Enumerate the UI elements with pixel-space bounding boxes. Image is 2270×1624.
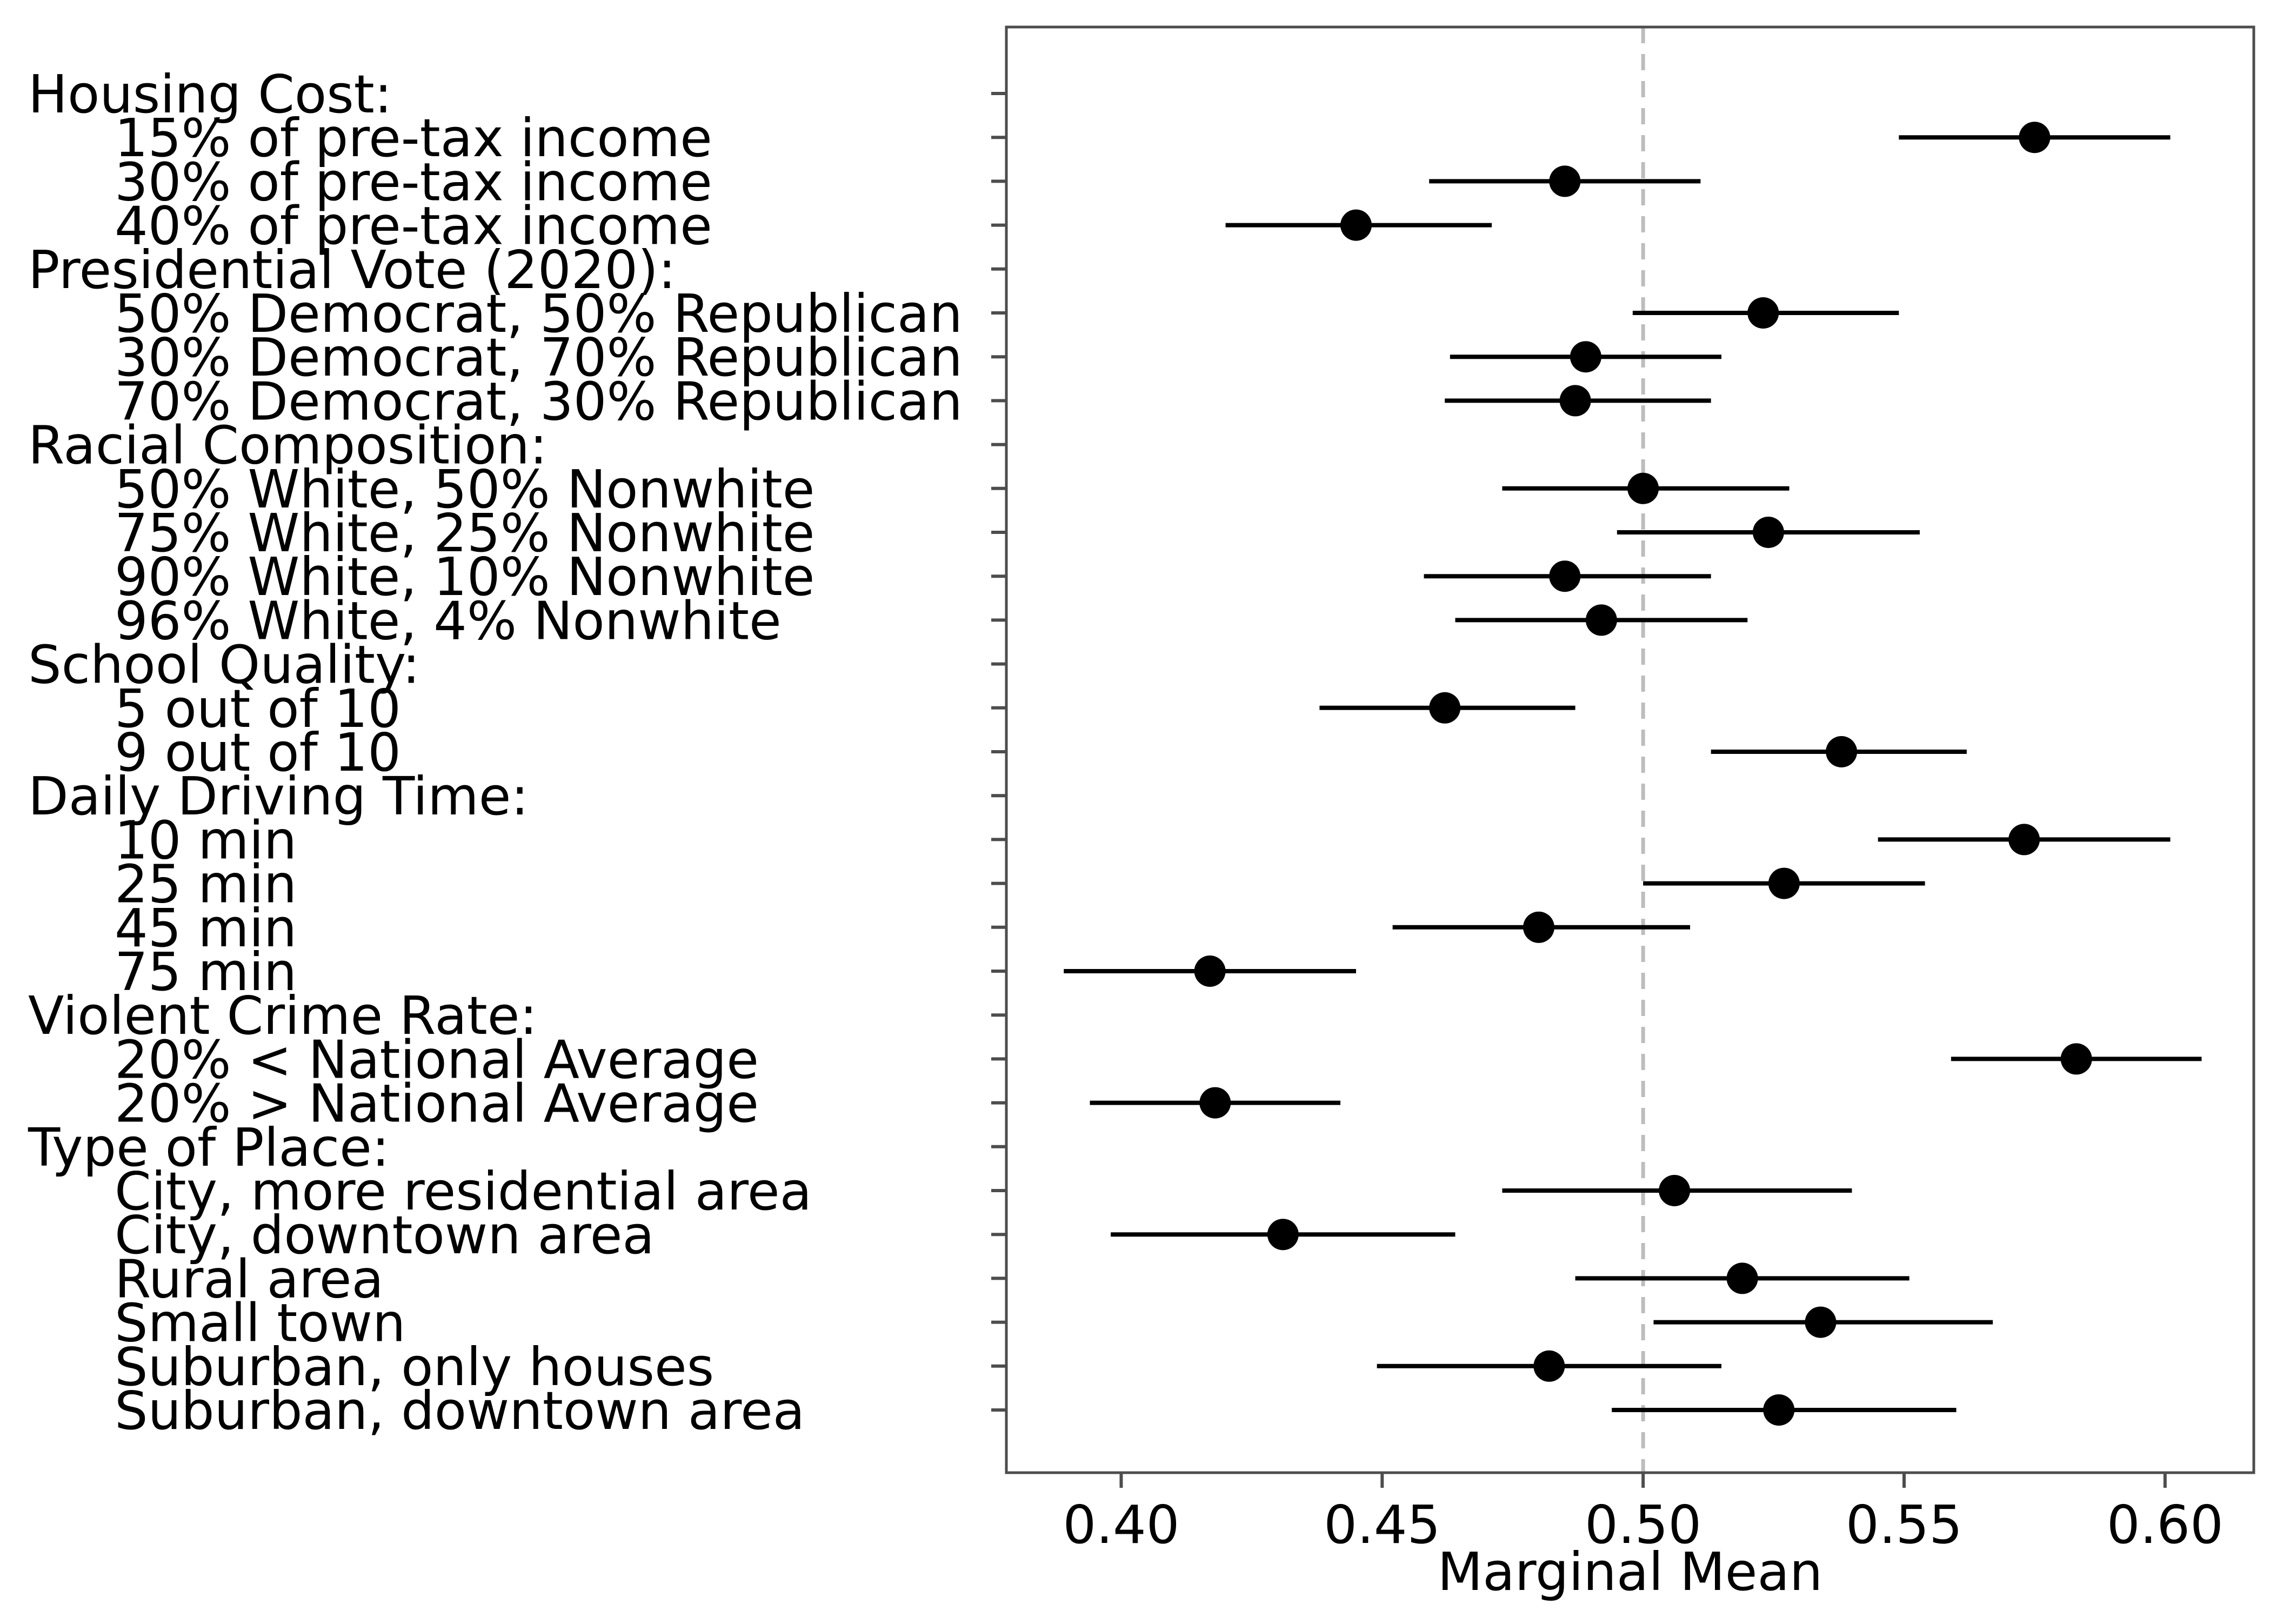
row-label: 10 min — [115, 810, 297, 871]
estimate-row: 96% White, 4% Nonwhite — [115, 590, 1748, 651]
estimate-row: City, more residential area — [115, 1161, 1852, 1222]
estimate-point — [1752, 517, 1784, 548]
row-label: Suburban, downtown area — [115, 1380, 805, 1441]
group-header-row: Violent Crime Rate: — [28, 985, 1006, 1046]
row-label: 50% White, 50% Nonwhite — [115, 459, 814, 520]
estimate-row: 20% < National Average — [115, 1029, 2202, 1090]
estimate-point — [1763, 1394, 1795, 1426]
group-header-label: Presidential Vote (2020): — [28, 239, 676, 300]
estimate-row: 20% > National Average — [115, 1073, 1341, 1134]
row-label: 75 min — [115, 941, 297, 1003]
x-tick-label: 0.45 — [1324, 1494, 1440, 1555]
estimate-row: 10 min — [115, 810, 2171, 871]
estimate-point — [1199, 1087, 1231, 1119]
group-header-label: Violent Crime Rate: — [28, 985, 537, 1046]
estimate-point — [1659, 1175, 1691, 1206]
row-label: 20% > National Average — [115, 1073, 759, 1134]
estimate-point — [1549, 165, 1581, 197]
x-tick-label: 0.55 — [1846, 1494, 1962, 1555]
row-label: Suburban, only houses — [115, 1336, 714, 1398]
row-label: City, more residential area — [115, 1161, 812, 1222]
x-axis-title: Marginal Mean — [1438, 1541, 1823, 1602]
estimate-row: 45 min — [115, 898, 1691, 959]
row-label: City, downtown area — [115, 1205, 655, 1266]
group-header-row: Type of Place: — [28, 1117, 1006, 1178]
group-header-label: Daily Driving Time: — [28, 766, 529, 827]
x-tick-label: 0.50 — [1585, 1494, 1701, 1555]
estimate-point — [2019, 122, 2051, 153]
row-label: 40% of pre-tax income — [115, 196, 712, 257]
estimate-point — [1533, 1350, 1565, 1382]
estimate-point — [1523, 911, 1555, 943]
group-header-row: Housing Cost: — [28, 64, 1006, 125]
estimate-point — [1549, 560, 1581, 592]
estimate-row: 40% of pre-tax income — [115, 196, 1492, 257]
plot-panel-border — [1005, 25, 2255, 1474]
estimate-row: Suburban, only houses — [115, 1336, 1721, 1398]
row-label: 90% White, 10% Nonwhite — [115, 546, 814, 607]
estimate-row: 5 out of 10 — [115, 678, 1575, 739]
estimate-row: City, downtown area — [115, 1205, 1456, 1266]
row-label: 45 min — [115, 898, 297, 959]
estimate-point — [1429, 692, 1461, 724]
estimate-row: 50% White, 50% Nonwhite — [115, 459, 1790, 520]
group-header-row: Racial Composition: — [28, 415, 1006, 476]
estimate-point — [1747, 297, 1779, 329]
estimate-point — [1267, 1219, 1299, 1251]
row-label: 70% Democrat, 30% Republican — [115, 371, 963, 432]
x-tick-label: 0.40 — [1063, 1494, 1179, 1555]
estimate-row: 25 min — [115, 854, 1925, 915]
estimate-row: Rural area — [115, 1248, 1910, 1309]
row-label: Small town — [115, 1293, 405, 1354]
estimate-point — [1340, 209, 1372, 241]
estimate-point — [2060, 1043, 2092, 1075]
estimate-row: 75% White, 25% Nonwhite — [115, 503, 1920, 564]
estimate-point — [1826, 736, 1858, 767]
estimate-point — [1559, 385, 1591, 417]
estimate-row: 30% of pre-tax income — [115, 151, 1701, 212]
x-tick-label: 0.60 — [2107, 1494, 2224, 1555]
group-header-row: Presidential Vote (2020): — [28, 239, 1006, 300]
group-header-row: School Quality: — [28, 634, 1006, 696]
estimate-point — [1726, 1262, 1758, 1294]
estimate-row: 50% Democrat, 50% Republican — [115, 283, 1899, 344]
row-label: 30% of pre-tax income — [115, 151, 712, 212]
row-label: 25 min — [115, 854, 297, 915]
group-header-label: Racial Composition: — [28, 415, 548, 476]
row-label: 9 out of 10 — [115, 722, 401, 783]
row-label: 30% Democrat, 70% Republican — [115, 327, 963, 388]
row-label: 15% of pre-tax income — [115, 108, 712, 169]
estimate-point — [1805, 1306, 1837, 1338]
group-header-label: Type of Place: — [28, 1117, 390, 1178]
estimate-point — [1768, 867, 1800, 899]
group-header-label: School Quality: — [28, 634, 420, 696]
row-label: 75% White, 25% Nonwhite — [115, 503, 814, 564]
estimate-point — [1570, 341, 1601, 373]
group-header-label: Housing Cost: — [28, 64, 392, 125]
estimate-row: 30% Democrat, 70% Republican — [115, 327, 1721, 388]
estimate-row: 75 min — [115, 941, 1357, 1003]
estimate-point — [1585, 604, 1617, 636]
x-axis: 0.40 0.45 0.50 0.55 0.60 — [1063, 1473, 2224, 1555]
estimate-point — [2008, 824, 2040, 856]
row-label: 20% < National Average — [115, 1029, 759, 1090]
row-label: Rural area — [115, 1248, 384, 1309]
estimate-row: 15% of pre-tax income — [115, 108, 2171, 169]
estimate-row: Suburban, downtown area — [115, 1380, 1957, 1441]
row-label: 5 out of 10 — [115, 678, 401, 739]
group-header-row: Daily Driving Time: — [28, 766, 1006, 827]
estimate-point — [1194, 955, 1226, 987]
estimate-point — [1627, 472, 1659, 504]
estimate-row: Small town — [115, 1293, 1993, 1354]
estimate-row: 70% Democrat, 30% Republican — [115, 371, 1711, 432]
row-label: 50% Democrat, 50% Republican — [115, 283, 963, 344]
row-label: 96% White, 4% Nonwhite — [115, 590, 782, 651]
estimate-row: 90% White, 10% Nonwhite — [115, 546, 1711, 607]
estimate-row: 9 out of 10 — [115, 722, 1967, 783]
